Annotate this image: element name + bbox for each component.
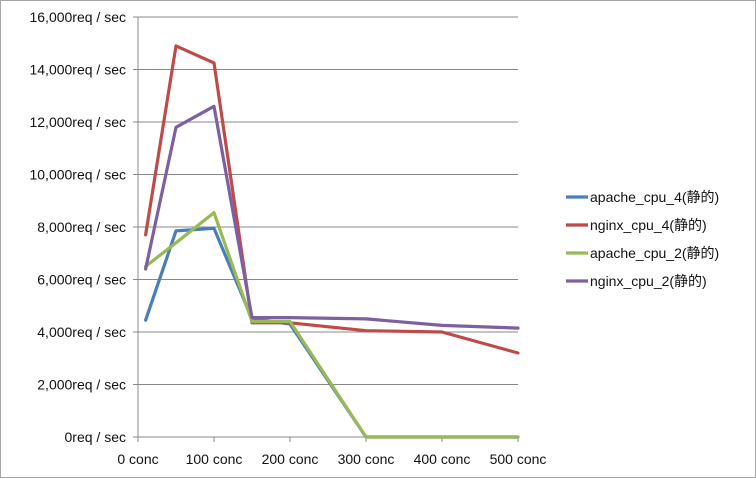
series-line-2 — [144, 44, 520, 355]
x-tick-label: 400 conc — [414, 451, 471, 467]
x-tick-label: 100 conc — [186, 451, 243, 467]
legend: apache_cpu_4(静的) nginx_cpu_4(静的) apache_cp… — [566, 189, 719, 289]
series-lines — [144, 44, 520, 439]
y-tick-label: 14,000req / sec — [29, 62, 126, 78]
x-tick-label: 500 conc — [490, 451, 547, 467]
x-tick-label: 300 conc — [338, 451, 395, 467]
y-axis-tick-labels: 0req / sec 2,000req / sec 4,000req / sec 6,… — [29, 9, 126, 445]
series-line-1 — [144, 226, 520, 439]
legend-label: apache_cpu_2(静的) — [590, 245, 719, 261]
y-tick-label: 2,000req / sec — [37, 377, 126, 393]
legend-item-4: nginx_cpu_2(静的) — [566, 273, 707, 289]
legend-label: nginx_cpu_2(静的) — [590, 273, 707, 289]
y-tick-label: 12,000req / sec — [29, 114, 126, 130]
x-axis-tick-labels: 0 conc 100 conc 200 conc 300 conc 400 conc 50… — [117, 451, 546, 467]
y-tick-label: 0req / sec — [65, 429, 126, 445]
gridlines — [138, 16, 518, 385]
series-line-3 — [144, 211, 520, 439]
legend-label: nginx_cpu_4(静的) — [590, 217, 707, 233]
legend-item-3: apache_cpu_2(静的) — [566, 245, 719, 261]
x-tick-label: 0 conc — [117, 451, 158, 467]
legend-item-2: nginx_cpu_4(静的) — [566, 217, 707, 233]
legend-label: apache_cpu_4(静的) — [590, 189, 719, 205]
y-tick-label: 16,000req / sec — [29, 9, 126, 25]
legend-item-1: apache_cpu_4(静的) — [566, 189, 719, 205]
x-tick-label: 200 conc — [262, 451, 319, 467]
y-tick-label: 8,000req / sec — [37, 219, 126, 235]
series-line-4 — [144, 104, 520, 330]
y-tick-label: 6,000req / sec — [37, 272, 126, 288]
y-tick-label: 10,000req / sec — [29, 167, 126, 183]
y-tick-label: 4,000req / sec — [37, 324, 126, 340]
